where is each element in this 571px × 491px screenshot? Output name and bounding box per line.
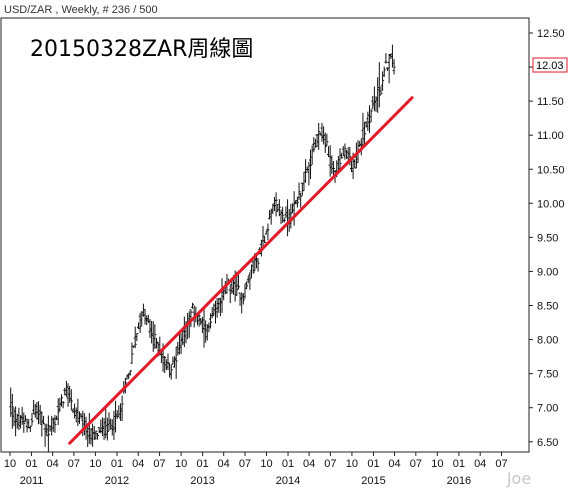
y-tick-label: 7.00	[537, 403, 558, 415]
chart-title: 20150328ZAR周線圖	[30, 37, 253, 62]
x-year-label: 2015	[361, 475, 385, 487]
symbol-label: USD/ZAR	[4, 4, 52, 16]
x-tick-label: 04	[303, 458, 315, 470]
x-tick-label: 10	[89, 458, 101, 470]
y-tick-label: 9.50	[537, 232, 558, 244]
watermark-text: Joe	[506, 469, 531, 488]
y-tick-label: 10.50	[537, 164, 565, 176]
x-tick-label: 07	[239, 458, 251, 470]
x-tick-label: 01	[453, 458, 465, 470]
x-tick-label: 07	[324, 458, 336, 470]
y-tick-label: 7.50	[537, 369, 558, 381]
x-tick-label: 07	[153, 458, 165, 470]
x-tick-label: 10	[4, 458, 16, 470]
x-tick-label: 04	[474, 458, 486, 470]
x-axis: 10 01 04 07 10 01 04 07 10 01 04 07 10 01 04 07 10 01 04 07…	[4, 452, 508, 487]
x-year-label: 2012	[105, 475, 129, 487]
x-tick-label: 10	[260, 458, 272, 470]
x-tick-label: 07	[68, 458, 80, 470]
y-tick-label: 8.00	[537, 335, 558, 347]
y-axis: 6.50 7.00 7.50 8.00 8.50 9.00 9.50 10.00 10.50 11…	[529, 28, 565, 449]
x-tick-label: 04	[132, 458, 144, 470]
chart-header: USD/ZAR , Weekly, # 236 / 500	[4, 4, 158, 16]
x-tick-label: 04	[218, 458, 230, 470]
y-tick-label: 6.50	[537, 437, 558, 449]
x-tick-label: 10	[431, 458, 443, 470]
x-tick-label: 04	[46, 458, 58, 470]
x-year-label: 2013	[190, 475, 214, 487]
x-tick-label: 01	[367, 458, 379, 470]
y-tick-label: 11.00	[537, 130, 564, 142]
y-tick-label: 12.50	[537, 28, 565, 40]
x-tick-label: 04	[388, 458, 400, 470]
y-tick-label: 10.00	[537, 198, 565, 210]
x-year-label: 2011	[20, 475, 44, 487]
trendline-layer	[68, 96, 414, 445]
ohlc-bars	[9, 44, 396, 453]
x-tick-label: 07	[410, 458, 422, 470]
y-tick-label: 11.50	[537, 96, 564, 108]
x-tick-label: 01	[25, 458, 37, 470]
last-value-label: 12.03	[536, 60, 564, 72]
x-tick-label: 10	[175, 458, 187, 470]
y-tick-label: 8.50	[537, 301, 558, 313]
x-year-label: 2014	[276, 475, 300, 487]
x-tick-label: 07	[495, 458, 507, 470]
y-tick-label: 9.00	[537, 266, 558, 278]
x-tick-label: 01	[196, 458, 208, 470]
chart-info-label: , Weekly, # 236 / 500	[52, 4, 157, 16]
plot-frame	[0, 17, 530, 453]
x-tick-label: 01	[111, 458, 123, 470]
x-year-label: 2016	[447, 475, 471, 487]
support-trendline	[68, 96, 414, 445]
x-tick-label: 01	[282, 458, 294, 470]
last-value-box	[532, 57, 568, 73]
x-tick-label: 10	[346, 458, 358, 470]
last-value-layer: 12.03	[532, 57, 568, 73]
